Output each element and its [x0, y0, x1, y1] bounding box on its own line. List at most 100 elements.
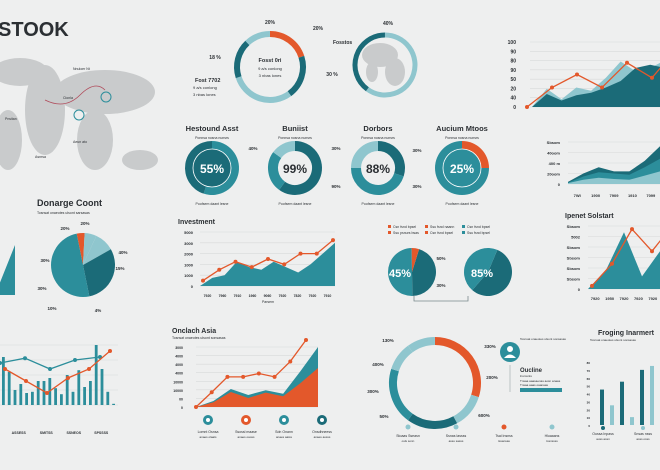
twin-pie-left-slice	[412, 249, 436, 296]
bottom-line-orange-point	[24, 379, 28, 383]
donut-center-value: 25%	[450, 162, 474, 176]
x-tick-label: SPSSSS	[94, 431, 109, 435]
legend-swatch	[388, 231, 391, 234]
callout-title: Fost 7702	[195, 78, 220, 84]
category-sub: anaes aaiss	[276, 435, 293, 439]
bottom-line-orange-point	[87, 367, 91, 371]
world-map-landmass	[0, 110, 22, 170]
category-label: Sdn Onann	[275, 430, 293, 434]
bar	[83, 387, 86, 405]
investment-line-point	[314, 251, 319, 256]
x-tick-label: 9060	[264, 294, 272, 298]
top-donut-segment	[245, 31, 271, 46]
category-sub: anaes oaoss	[237, 435, 255, 439]
chart-title: Donarge Coont	[37, 198, 102, 208]
user-avatar-head	[507, 346, 513, 352]
x-tick-label: 7920	[279, 294, 287, 298]
top-donut-segment	[235, 76, 292, 103]
donut-3-segment	[351, 167, 404, 195]
ipenet-line-point	[610, 261, 614, 266]
legend-label: Ssu fsnd naann	[430, 225, 454, 229]
top-right-line-point	[600, 85, 604, 90]
y-tick-label: 3000	[175, 346, 183, 350]
y-tick-label: Sbsom	[567, 245, 581, 250]
y-tick-label: Sbsom	[547, 140, 561, 145]
x-tick-label: 7960	[219, 294, 227, 298]
big-donut-segment	[389, 368, 413, 421]
x-tick-label: ASSESS	[12, 431, 27, 435]
pie-callout: 30%	[436, 283, 445, 288]
donut-2-segment	[279, 141, 322, 195]
bar	[640, 369, 644, 425]
onclach-line-point	[288, 359, 293, 364]
x-tick-label: 7820	[294, 294, 302, 298]
category-icon-glyph	[244, 418, 248, 422]
legend-sub: auss assn	[596, 437, 610, 441]
legend-label: Ssu psnurs bsas	[393, 231, 419, 235]
globe-donut-segment	[352, 32, 386, 92]
legend-dot	[405, 424, 411, 430]
bar	[650, 365, 654, 425]
chart-subtitle: Tosnsat onaeotes ulsont sonsasas	[590, 338, 636, 342]
x-tick-label: 7910	[324, 294, 332, 298]
bar	[620, 381, 624, 425]
y-tick-label: 70	[587, 369, 591, 373]
bar	[36, 381, 40, 405]
donut-label: 20%	[265, 20, 276, 26]
y-tick-label: 10	[587, 416, 591, 420]
legend-label: Snsas nsss	[634, 432, 652, 436]
category-icon-glyph	[282, 418, 286, 422]
y-tick-label: 100	[508, 40, 517, 46]
investment-line-point	[266, 257, 270, 261]
category-label: Onsdhneess	[312, 430, 332, 434]
top-right-line-point	[625, 60, 629, 65]
donut-pie-chart-slice	[83, 233, 97, 265]
globe-landmass	[385, 58, 405, 86]
donut-center-value: 88%	[366, 162, 390, 176]
profile-line: Tnsaa aaasaenas aosn anaas	[520, 379, 561, 383]
map-marker-icon	[73, 109, 85, 121]
globe-landmass	[366, 62, 378, 82]
y-tick-label: 90	[510, 49, 516, 55]
y-tick-label: 10000	[173, 389, 183, 393]
onclach-area-teal	[196, 347, 318, 407]
x-tick-label: 7920	[591, 296, 601, 301]
y-tick-label: Sbsom	[567, 224, 581, 229]
top-right-line-point	[550, 85, 554, 90]
donut-label: 400%	[372, 362, 384, 367]
profile-title: Oucline	[520, 368, 543, 374]
legend-dot	[549, 424, 555, 430]
investment-line-point	[201, 278, 205, 283]
bar	[100, 369, 104, 405]
category-icon-glyph	[206, 418, 210, 422]
donut-center-sub: 9 a/s conlong	[258, 66, 282, 71]
onclach-line-point	[194, 405, 198, 409]
x-tick-label: 7920	[204, 294, 212, 298]
bottom-line-teal-point	[48, 367, 52, 371]
donut-pie-chart-slice	[83, 249, 115, 297]
pie-label: 30%	[40, 258, 49, 263]
y-tick-label: Sbsom	[567, 256, 581, 261]
map-label: Aeun ato	[73, 140, 87, 144]
twin-pie-left-slice	[388, 248, 413, 296]
donut-subtitle: Ponnsa nosna nunsrs	[445, 136, 479, 140]
bottom-line-orange-point	[108, 349, 112, 353]
category-icon-glyph	[320, 418, 324, 422]
investment-line-point	[331, 238, 335, 243]
investment-line-point	[217, 267, 222, 272]
bar	[94, 345, 98, 405]
y-tick-label: 80	[587, 361, 591, 365]
top-right-line-point	[525, 105, 529, 109]
chart-title: Ipenet Solstart	[565, 213, 614, 220]
bar	[19, 384, 23, 405]
y-tick-label: 0	[513, 105, 516, 111]
investment-line-point	[298, 251, 303, 256]
donut-title: Aucium Mtoos	[436, 124, 488, 133]
world-map-landmass	[122, 150, 158, 170]
onclach-line	[195, 339, 307, 408]
donut-label: 18 %	[209, 55, 221, 61]
donut-label: 200%	[486, 375, 498, 380]
big-donut-segment	[408, 413, 458, 429]
